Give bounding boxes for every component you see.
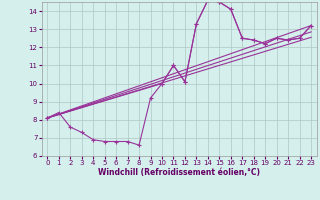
X-axis label: Windchill (Refroidissement éolien,°C): Windchill (Refroidissement éolien,°C) bbox=[98, 168, 260, 177]
